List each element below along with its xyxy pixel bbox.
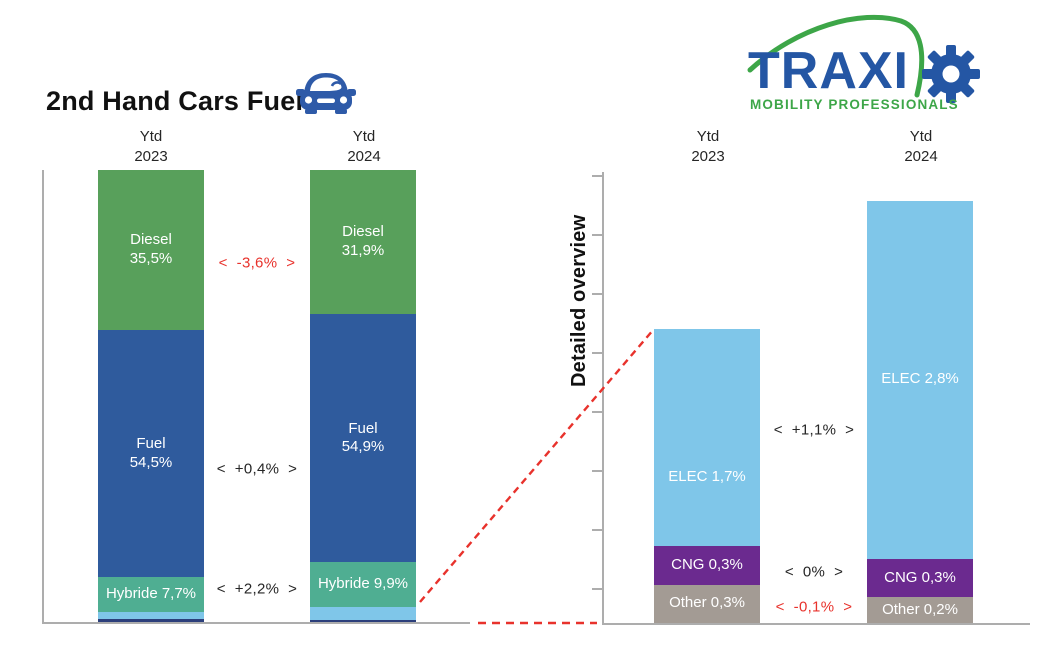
bar-segment-label: ELEC 2,8%: [881, 370, 959, 388]
bar-segment-diesel-ytd-2023: Diesel 35,5%: [98, 170, 204, 331]
bar-segment-elec-ytd-2024: ELEC 2,8%: [867, 200, 973, 559]
delta-elec: < +1,1% >: [773, 421, 855, 439]
bar-segment-elec-ytd-2024: [310, 607, 416, 620]
delta-fuel: < +0,4% >: [216, 460, 298, 478]
bar-segment-label: Other 0,3%: [669, 594, 745, 612]
bar-segment-cng-ytd-2023: CNG 0,3%: [654, 546, 760, 585]
bar-segment-label: ELEC 1,7%: [668, 468, 746, 486]
bar-segment-cng-other-ytd-2023: [98, 619, 204, 622]
bar-segment-label: Fuel 54,5%: [129, 434, 173, 471]
left-chart-y-axis: [42, 170, 44, 624]
logo-brand-text: TRAXI: [748, 42, 909, 100]
category-label-detail-2023: Ytd 2023: [691, 128, 725, 165]
bar-segment-label: Diesel 35,5%: [129, 231, 173, 268]
logo-swoosh: [747, 14, 925, 98]
bar-segment-cng-ytd-2024: CNG 0,3%: [867, 559, 973, 598]
bar-segment-diesel-ytd-2024: Diesel 31,9%: [310, 170, 416, 315]
delta-diesel: < -3,6% >: [218, 254, 296, 272]
category-label-main-2024: Ytd 2024: [347, 128, 381, 165]
bar-segment-label: Fuel 54,9%: [341, 419, 385, 456]
right-chart-axis-tick: [592, 175, 602, 177]
car-icon: [296, 73, 356, 114]
bar-segment-other-ytd-2023: Other 0,3%: [654, 584, 760, 623]
bar-segment-label: Hybride 7,7%: [105, 584, 197, 602]
delta-cng: < 0% >: [784, 563, 844, 581]
category-label-main-2023: Ytd 2023: [134, 128, 168, 165]
logo-subtitle: MOBILITY PROFESSIONALS: [750, 97, 959, 112]
bar-segment-fuel-ytd-2024: Fuel 54,9%: [310, 314, 416, 563]
right-chart-axis-tick: [592, 234, 602, 236]
bar-segment-label: CNG 0,3%: [884, 568, 956, 586]
bar-segment-fuel-ytd-2023: Fuel 54,5%: [98, 330, 204, 577]
bar-segment-other-ytd-2024: Other 0,2%: [867, 597, 973, 623]
delta-hybride: < +2,2% >: [216, 580, 298, 598]
gear-icon: /* teeth drawn by main script */: [922, 45, 980, 103]
bar-segment-hybride-ytd-2024: Hybride 9,9%: [310, 562, 416, 608]
page-title: 2nd Hand Cars Fuel: [46, 86, 304, 116]
bar-segment-label: Diesel 31,9%: [341, 223, 385, 260]
bar-segment-elec-ytd-2023: ELEC 1,7%: [654, 328, 760, 547]
right-chart-baseline: [602, 623, 1030, 625]
bar-segment-elec-ytd-2023: [98, 611, 204, 620]
category-label-detail-2024: Ytd 2024: [904, 128, 938, 165]
left-chart-baseline: [42, 622, 470, 624]
bar-segment-hybride-ytd-2023: Hybride 7,7%: [98, 576, 204, 612]
bar-segment-label: Hybride 9,9%: [317, 575, 409, 593]
bar-segment-label: CNG 0,3%: [671, 556, 743, 573]
bar-segment-cng-other-ytd-2024: [310, 619, 416, 622]
right-chart-axis-tick: [592, 293, 602, 295]
delta-other: < -0,1% >: [775, 598, 853, 616]
bar-segment-label: Other 0,2%: [882, 600, 958, 618]
